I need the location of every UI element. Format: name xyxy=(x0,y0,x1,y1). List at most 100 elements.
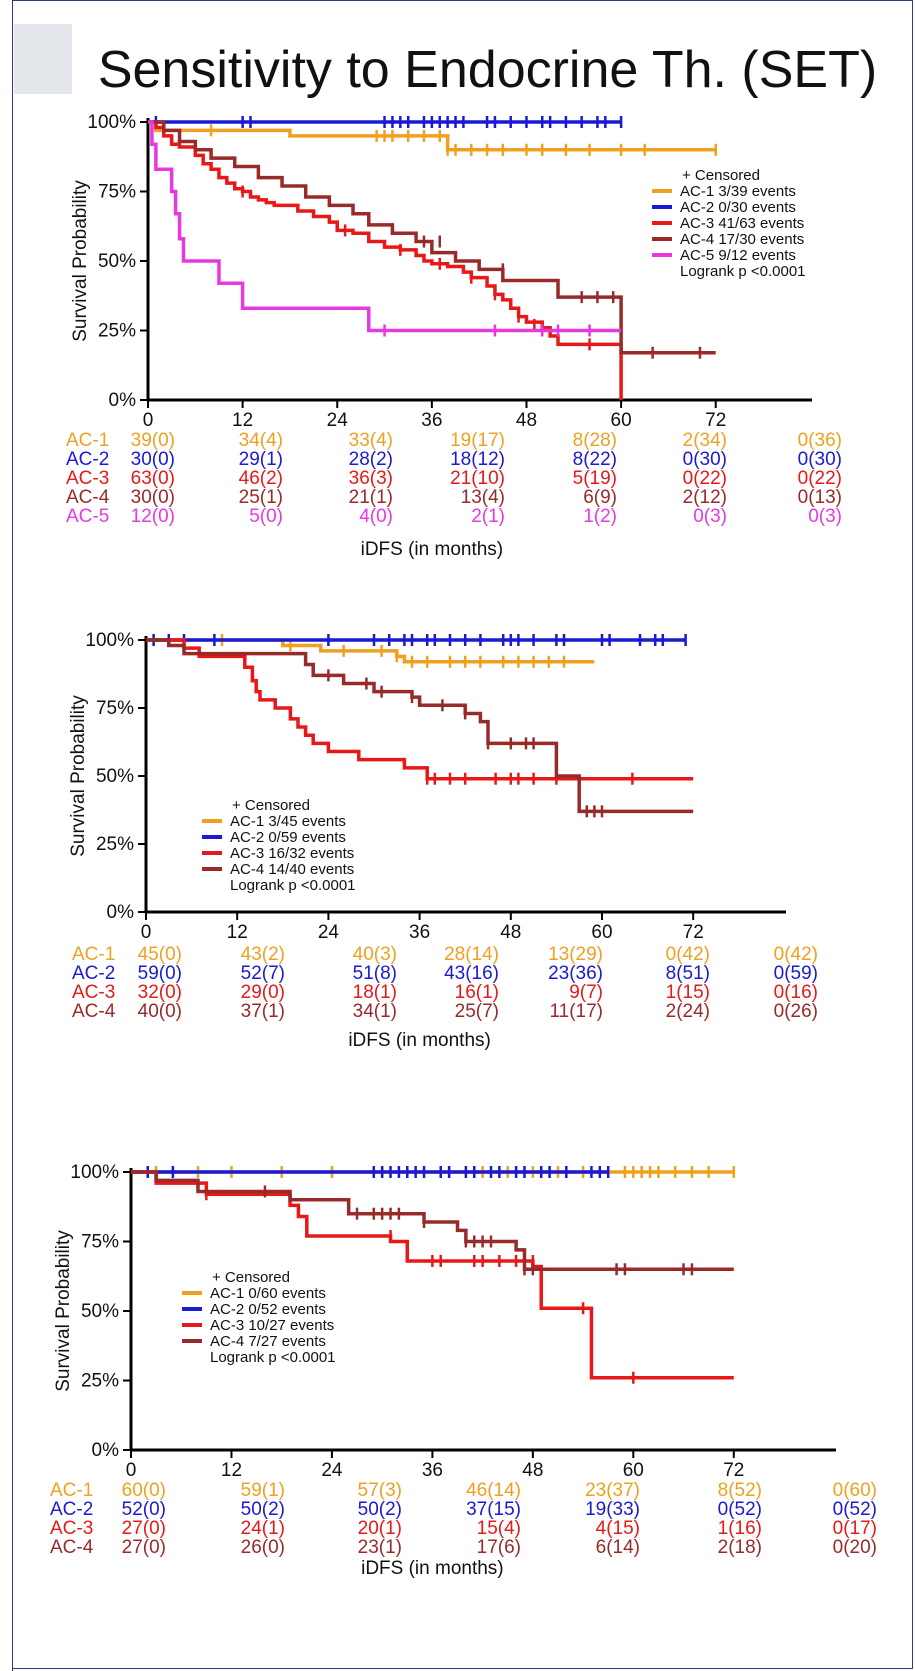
risk-cell: 50(2) xyxy=(241,1499,285,1520)
risk-cell: 40(0) xyxy=(138,1001,182,1022)
y-tick-label: 0% xyxy=(92,1440,120,1461)
legend-entry-ac-2: AC-2 0/52 events xyxy=(210,1301,326,1318)
x-axis-label: iDFS (in months) xyxy=(348,1030,491,1051)
risk-cell: 0(60) xyxy=(833,1480,877,1501)
y-tick-label: 25% xyxy=(96,834,134,855)
risk-row-label-ac-5: AC-5 xyxy=(66,506,109,527)
x-tick-label: 12 xyxy=(232,410,253,431)
y-tick-label: 50% xyxy=(96,766,134,787)
risk-cell: 52(7) xyxy=(241,963,285,984)
km-chart-3: 0% 25% 50% 75% 100% 0 12 24 36 48 60 72 Survival Pro… xyxy=(50,1162,877,1579)
y-tick-label: 50% xyxy=(98,251,136,272)
x-tick-label: 0 xyxy=(126,1460,137,1481)
page-title: Sensitivity to Endocrine Th. (SET) xyxy=(97,41,878,99)
legend-title: + Censored xyxy=(232,797,310,814)
risk-cell: 30(0) xyxy=(131,487,175,508)
risk-cell: 60(0) xyxy=(122,1480,166,1501)
risk-cell: 30(0) xyxy=(131,449,175,470)
y-tick-label: 25% xyxy=(98,321,136,342)
left-border-bar xyxy=(0,0,13,1671)
legend-entry-ac-4: AC-4 14/40 events xyxy=(230,861,354,878)
risk-cell: 8(22) xyxy=(573,449,617,470)
risk-cell: 24(1) xyxy=(241,1518,285,1539)
risk-cell: 15(4) xyxy=(477,1518,521,1539)
risk-cell: 46(2) xyxy=(239,468,283,489)
risk-cell: 28(14) xyxy=(444,944,499,965)
y-axis-label: Survival Probability xyxy=(53,1230,74,1392)
risk-cell: 28(2) xyxy=(349,449,393,470)
x-tick-label: 48 xyxy=(500,922,521,943)
risk-cell: 2(34) xyxy=(683,430,727,451)
x-tick-label: 24 xyxy=(327,410,349,431)
y-axis-label: Survival Probability xyxy=(70,180,91,342)
risk-cell: 0(16) xyxy=(774,982,818,1003)
risk-cell: 4(15) xyxy=(596,1518,640,1539)
risk-cell: 20(1) xyxy=(358,1518,402,1539)
risk-cell: 51(8) xyxy=(353,963,397,984)
risk-cell: 57(3) xyxy=(358,1480,402,1501)
x-axis-label: iDFS (in months) xyxy=(361,1558,504,1579)
y-tick-label: 25% xyxy=(81,1371,119,1392)
x-tick-label: 12 xyxy=(227,922,248,943)
risk-cell: 2(18) xyxy=(718,1537,762,1558)
risk-cell: 0(3) xyxy=(808,506,842,527)
risk-cell: 11(17) xyxy=(549,1001,603,1022)
km-curve-ac-3 xyxy=(146,638,694,781)
risk-cell: 0(22) xyxy=(798,468,842,489)
risk-cell: 37(1) xyxy=(241,1001,285,1022)
risk-cell: 6(9) xyxy=(583,487,617,508)
risk-row-label-ac-4: AC-4 xyxy=(66,487,110,508)
x-tick-label: 36 xyxy=(422,1460,443,1481)
risk-cell: 25(7) xyxy=(455,1001,499,1022)
risk-cell: 59(1) xyxy=(241,1480,285,1501)
risk-cell: 4(0) xyxy=(359,506,393,527)
risk-cell: 6(14) xyxy=(596,1537,640,1558)
km-curve-ac-3 xyxy=(148,120,623,400)
risk-cell: 50(2) xyxy=(358,1499,402,1520)
x-tick-label: 72 xyxy=(723,1460,744,1481)
risk-cell: 0(22) xyxy=(683,468,727,489)
risk-cell: 34(4) xyxy=(239,430,283,451)
risk-row-label-ac-2: AC-2 xyxy=(72,963,115,984)
risk-row-label-ac-1: AC-1 xyxy=(66,430,109,451)
km-curve-ac-5 xyxy=(148,120,622,333)
km-curve-ac-4 xyxy=(148,120,716,355)
risk-cell: 40(3) xyxy=(353,944,397,965)
y-tick-label: 75% xyxy=(96,698,134,719)
risk-cell: 8(52) xyxy=(718,1480,762,1501)
risk-cell: 29(0) xyxy=(241,982,285,1003)
risk-cell: 43(16) xyxy=(444,963,499,984)
risk-cell: 19(17) xyxy=(450,430,505,451)
risk-cell: 13(29) xyxy=(548,944,603,965)
x-tick-label: 60 xyxy=(623,1460,644,1481)
risk-row-label-ac-2: AC-2 xyxy=(50,1499,93,1520)
legend-title: + Censored xyxy=(212,1269,290,1286)
x-tick-label: 48 xyxy=(516,410,537,431)
legend-entry-ac-5: AC-5 9/12 events xyxy=(680,247,796,264)
risk-cell: 17(6) xyxy=(477,1537,521,1558)
risk-cell: 0(26) xyxy=(774,1001,818,1022)
x-tick-label: 24 xyxy=(318,922,340,943)
risk-cell: 45(0) xyxy=(138,944,182,965)
legend-entry-ac-1: AC-1 0/60 events xyxy=(210,1285,326,1302)
risk-cell: 29(1) xyxy=(239,449,283,470)
risk-cell: 33(4) xyxy=(349,430,393,451)
risk-cell: 26(0) xyxy=(241,1537,285,1558)
risk-cell: 27(0) xyxy=(122,1518,166,1539)
legend-entry-ac-1: AC-1 3/45 events xyxy=(230,813,346,830)
risk-cell: 23(1) xyxy=(358,1537,402,1558)
x-tick-label: 36 xyxy=(409,922,430,943)
risk-cell: 23(36) xyxy=(548,963,603,984)
legend-entry-ac-3: AC-3 41/63 events xyxy=(680,215,804,232)
y-tick-label: 75% xyxy=(81,1232,119,1253)
risk-cell: 1(16) xyxy=(718,1518,762,1539)
risk-cell: 0(52) xyxy=(833,1499,877,1520)
risk-cell: 1(15) xyxy=(666,982,710,1003)
x-tick-label: 24 xyxy=(321,1460,343,1481)
x-tick-label: 60 xyxy=(611,410,632,431)
risk-cell: 32(0) xyxy=(138,982,182,1003)
legend-entry-ac-4: AC-4 7/27 events xyxy=(210,1333,326,1350)
risk-cell: 0(59) xyxy=(774,963,818,984)
risk-cell: 0(20) xyxy=(833,1537,877,1558)
x-tick-label: 0 xyxy=(141,922,152,943)
